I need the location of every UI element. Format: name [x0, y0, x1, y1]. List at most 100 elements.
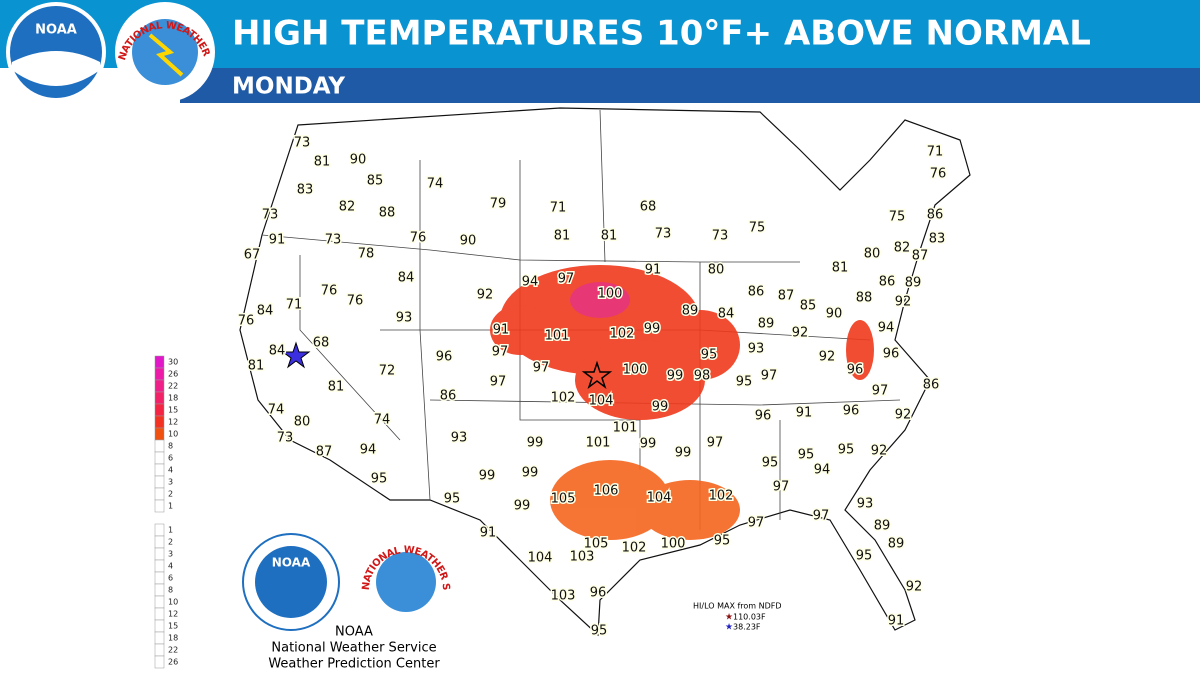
noaa-seal-text: NOAA: [272, 556, 311, 570]
temperature: 97: [813, 509, 830, 524]
noaa-logo-text: NOAA: [35, 23, 77, 38]
max-star: [581, 360, 613, 390]
temperature: 92: [792, 326, 809, 341]
temperature: 101: [545, 329, 570, 344]
temperature: 71: [550, 201, 567, 216]
temperature: 92: [906, 580, 923, 595]
temperature: 94: [814, 463, 831, 478]
temperature: 103: [570, 550, 595, 565]
temperature: 95: [714, 534, 731, 549]
temperature: 80: [708, 263, 725, 278]
temperature: 73: [277, 431, 294, 446]
temperature: 101: [586, 436, 611, 451]
temperature: 86: [440, 389, 457, 404]
temperature: 83: [929, 232, 946, 247]
temperature: 100: [598, 287, 623, 302]
temperature: 102: [551, 391, 576, 406]
temperature: 95: [736, 375, 753, 390]
legend-label: 6: [168, 454, 173, 463]
temperature: 96: [755, 409, 772, 424]
temperature: 73: [655, 227, 672, 242]
temperature: 91: [645, 263, 662, 278]
legend-swatch: [154, 367, 165, 381]
temperature: 89: [874, 519, 891, 534]
temperature: 92: [895, 408, 912, 423]
temperature: 95: [856, 549, 873, 564]
temperature: 96: [436, 350, 453, 365]
temperature: 97: [773, 480, 790, 495]
temperature: 81: [314, 155, 331, 170]
heat-blob: [846, 320, 874, 380]
legend-swatch: [154, 619, 165, 633]
legend-label: 18: [168, 634, 178, 643]
temperature: 95: [371, 472, 388, 487]
temperature: 71: [927, 145, 944, 160]
temperature: 99: [479, 469, 496, 484]
temperature: 92: [477, 288, 494, 303]
legend-label: 12: [168, 610, 178, 619]
temperature: 75: [889, 210, 906, 225]
legend-label: 30: [168, 358, 178, 367]
legend-label: 3: [168, 478, 173, 487]
legend-swatch: [154, 403, 165, 417]
temperature: 100: [661, 537, 686, 552]
temperature: 73: [325, 233, 342, 248]
temperature: 86: [923, 378, 940, 393]
legend-swatch: [154, 523, 165, 537]
temperature: 91: [796, 406, 813, 421]
temperature: 80: [294, 415, 311, 430]
legend-swatch: [154, 655, 165, 669]
temperature: 93: [396, 311, 413, 326]
temperature: 74: [268, 403, 285, 418]
temperature: 88: [856, 291, 873, 306]
subtitle: MONDAY: [232, 74, 345, 100]
temperature: 84: [718, 307, 735, 322]
temperature: 90: [350, 153, 367, 168]
temperature: 104: [528, 551, 553, 566]
temperature: 100: [623, 363, 648, 378]
legend-label: 18: [168, 394, 178, 403]
temperature: 97: [490, 375, 507, 390]
legend-swatch: [154, 643, 165, 657]
legend-swatch: [154, 583, 165, 597]
temperature: 68: [313, 336, 330, 351]
temperature: 97: [761, 369, 778, 384]
temperature: 105: [584, 537, 609, 552]
temperature: 96: [843, 404, 860, 419]
temperature: 73: [294, 136, 311, 151]
legend-label: 22: [168, 646, 178, 655]
legend-label: 8: [168, 586, 173, 595]
noaa-gull: [12, 51, 100, 86]
temperature: 97: [558, 272, 575, 287]
temperature: 95: [444, 492, 461, 507]
temperature: 91: [888, 614, 905, 629]
temperature: 74: [427, 177, 444, 192]
temperature: 89: [905, 276, 922, 291]
temperature: 82: [894, 241, 911, 256]
hi-lo-max: 110.03F: [733, 613, 766, 622]
noaa-seal-disc: [255, 546, 327, 618]
legend-swatch: [154, 451, 165, 465]
legend-swatch: [154, 475, 165, 489]
legend-swatch: [154, 379, 165, 393]
temperature: 82: [339, 200, 356, 215]
temperature: 95: [762, 456, 779, 471]
temperature: 86: [748, 285, 765, 300]
temperature: 102: [610, 327, 635, 342]
temperature: 102: [622, 541, 647, 556]
legend-label: 1: [168, 502, 173, 511]
temperature: 97: [492, 345, 509, 360]
subtitle-band: [180, 68, 1200, 103]
temperature: 96: [847, 363, 864, 378]
temperature: 89: [758, 317, 775, 332]
temperature: 76: [410, 231, 427, 246]
temperature: 95: [701, 348, 718, 363]
legend-swatch: [154, 559, 165, 573]
temperature: 95: [798, 448, 815, 463]
state-lines: [261, 109, 901, 530]
temperature: 76: [930, 167, 947, 182]
legend-label: 26: [168, 658, 178, 667]
